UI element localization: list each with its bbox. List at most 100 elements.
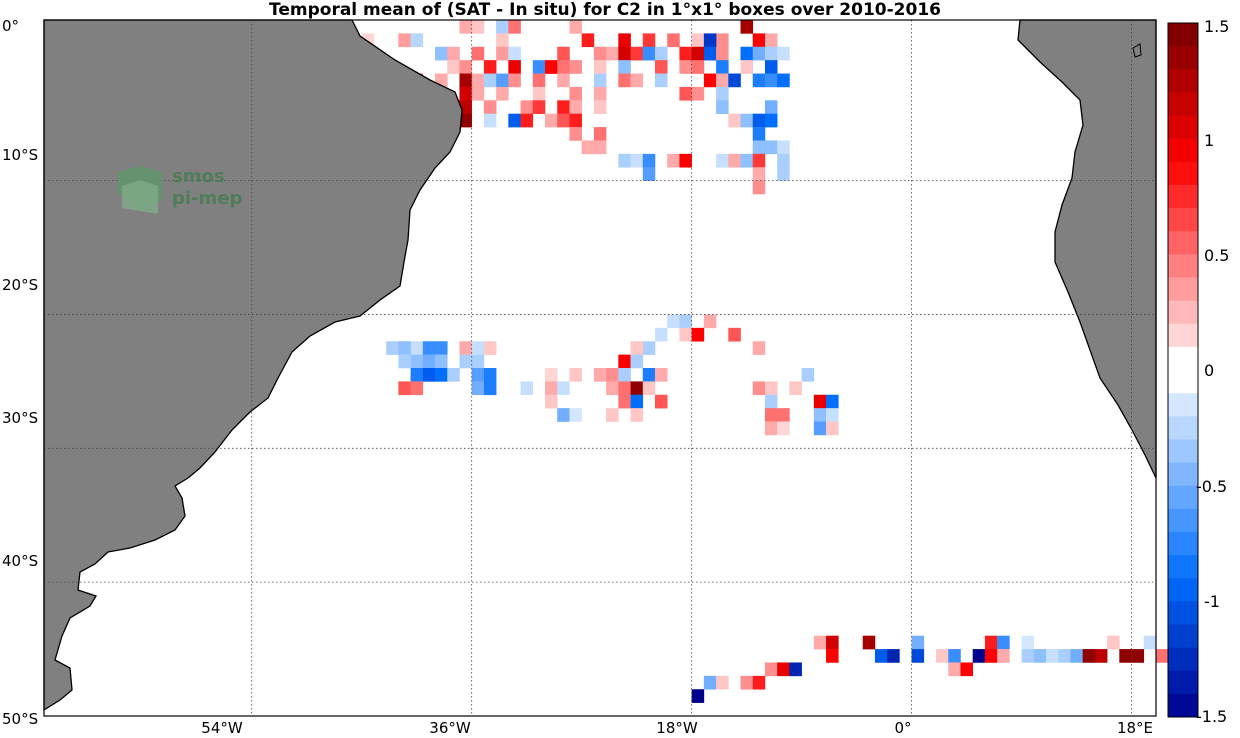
data-box	[410, 354, 424, 369]
data-box	[471, 341, 485, 355]
map-border	[43, 19, 1157, 717]
data-box	[557, 73, 570, 88]
data-box	[593, 46, 607, 61]
data-box	[410, 368, 424, 382]
data-box	[826, 649, 839, 663]
data-box	[691, 327, 705, 342]
data-box	[386, 341, 399, 355]
data-box	[679, 60, 692, 74]
lat-label-10s: 10°S	[2, 146, 39, 164]
data-box	[496, 86, 509, 101]
lat-label-0: 0°	[2, 17, 20, 35]
data-box	[618, 394, 631, 409]
data-box	[410, 381, 424, 396]
logo-line1: smos	[172, 166, 225, 187]
colorbar	[1168, 23, 1198, 718]
data-box	[642, 46, 656, 61]
data-box	[703, 675, 717, 690]
data-box	[813, 408, 827, 422]
data-box	[557, 381, 570, 396]
data-box	[716, 675, 729, 690]
colorbar-segment	[1168, 416, 1198, 440]
data-box	[948, 662, 961, 677]
data-box	[997, 635, 1010, 650]
data-box	[618, 153, 631, 168]
data-box	[630, 153, 644, 168]
data-box	[777, 421, 790, 436]
colorbar-segment	[1168, 370, 1198, 394]
colorbar-segment	[1168, 161, 1198, 186]
data-box	[752, 140, 766, 155]
data-box	[593, 100, 607, 114]
data-box	[777, 46, 790, 61]
colorbar-segment	[1168, 601, 1198, 625]
data-box	[496, 33, 509, 48]
data-box	[471, 381, 485, 396]
data-box	[459, 86, 472, 101]
data-box	[496, 73, 509, 88]
graticule	[44, 20, 1156, 716]
data-box	[679, 46, 692, 61]
data-box	[764, 46, 778, 61]
colorbar-segment	[1168, 69, 1198, 93]
colorbar-segment	[1168, 323, 1198, 348]
data-box	[422, 368, 436, 382]
data-box	[508, 46, 521, 61]
colorbar-segment	[1168, 46, 1198, 70]
data-box	[703, 314, 717, 329]
lat-label-40s: 40°S	[2, 552, 39, 570]
data-box	[960, 662, 974, 677]
data-box	[581, 33, 595, 48]
data-box	[716, 33, 729, 48]
colorbar-segment	[1168, 254, 1198, 278]
lon-label-36w: 36°W	[429, 719, 471, 737]
data-box	[740, 153, 754, 168]
data-box	[691, 86, 705, 101]
colorbar-segment	[1168, 693, 1198, 718]
colorbar-segment	[1168, 23, 1198, 47]
data-box	[422, 341, 436, 355]
data-box	[984, 649, 998, 663]
data-box	[887, 649, 900, 663]
data-box	[459, 113, 472, 128]
data-box	[630, 73, 644, 88]
colorbar-segment	[1168, 184, 1198, 209]
data-box	[862, 635, 876, 650]
data-box	[606, 368, 619, 382]
data-box	[618, 73, 631, 88]
data-box	[691, 33, 705, 48]
data-box	[703, 73, 717, 88]
colorbar-segment	[1168, 670, 1198, 695]
data-box	[728, 327, 741, 342]
data-box	[642, 33, 656, 48]
colorbar-segment	[1168, 231, 1198, 255]
data-box	[777, 73, 790, 88]
data-box	[435, 341, 448, 355]
data-box	[593, 140, 607, 155]
data-box	[948, 649, 961, 663]
data-box	[532, 100, 546, 114]
data-box	[520, 381, 534, 396]
data-box	[667, 33, 680, 48]
data-box	[764, 60, 778, 74]
colorbar-segment	[1168, 578, 1198, 602]
data-box	[826, 394, 839, 409]
data-box	[557, 60, 570, 74]
data-box	[447, 60, 460, 74]
data-box	[764, 113, 778, 128]
data-box	[997, 649, 1010, 663]
data-box	[752, 153, 766, 168]
data-box	[1058, 649, 1071, 663]
data-box	[752, 46, 766, 61]
data-box	[789, 381, 802, 396]
data-box	[1021, 635, 1035, 650]
data-box	[691, 689, 705, 703]
data-box	[679, 86, 692, 101]
data-box	[459, 100, 472, 114]
data-box	[569, 20, 582, 34]
data-box	[545, 381, 558, 396]
data-box	[593, 127, 607, 141]
data-box	[508, 60, 521, 74]
data-box	[606, 408, 619, 422]
